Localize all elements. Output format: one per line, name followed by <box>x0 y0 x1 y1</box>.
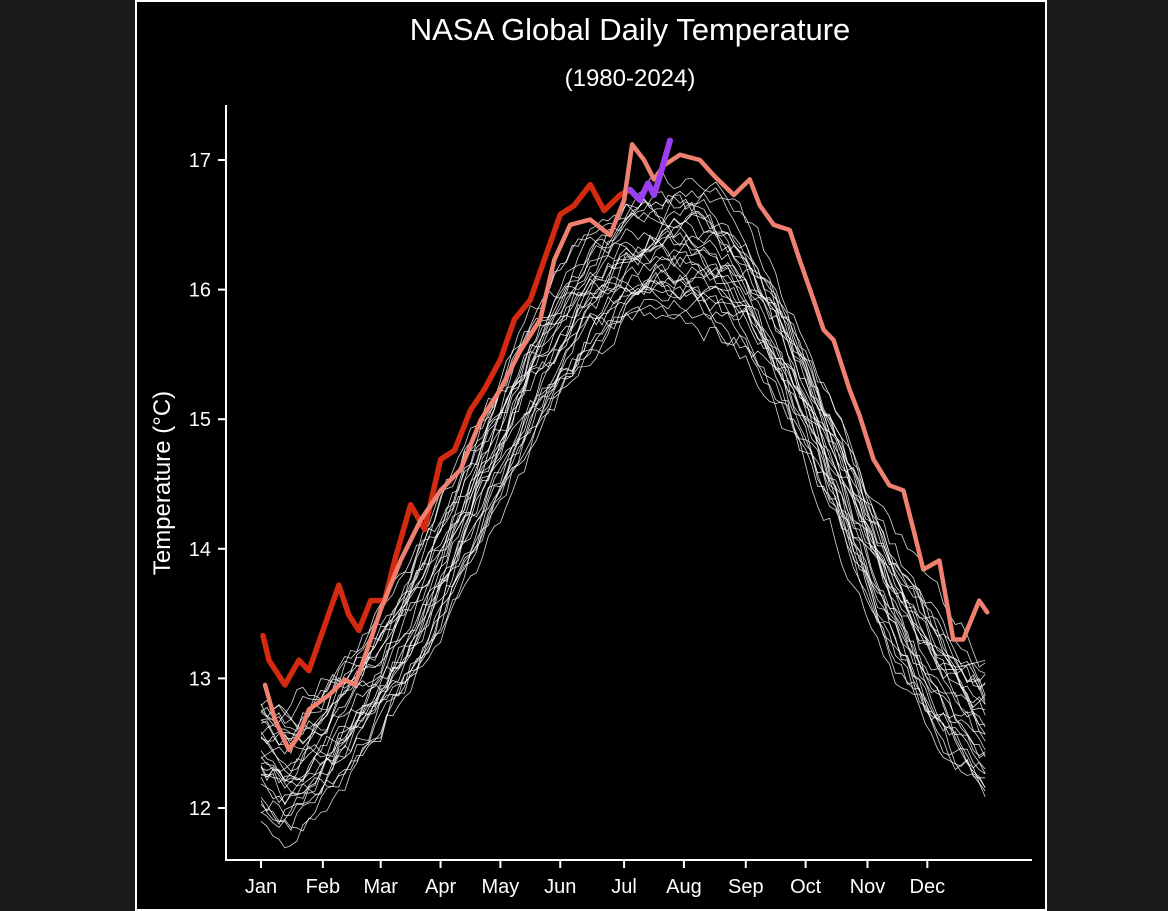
background-year-line <box>260 198 986 742</box>
background-year-line <box>260 201 986 736</box>
series-line-year-2023 <box>262 142 990 752</box>
chart-title: NASA Global Daily Temperature <box>410 12 851 47</box>
background-year-line <box>260 181 986 715</box>
x-tick-label: Nov <box>850 876 886 898</box>
background-year-line <box>260 241 986 784</box>
y-axis-ticks: 12 13 14 15 16 17 <box>189 150 226 820</box>
series-line-year-2024 <box>260 181 633 688</box>
x-tick-label: May <box>482 876 520 898</box>
x-tick-label: Apr <box>425 876 456 898</box>
y-tick-label: 15 <box>189 409 211 431</box>
x-tick-label: Jul <box>611 876 637 898</box>
y-tick-label: 14 <box>189 539 211 561</box>
background-year-line <box>260 191 986 729</box>
background-year-line <box>260 217 986 772</box>
background-year-line <box>260 281 986 832</box>
background-year-line <box>260 304 986 849</box>
background-year-line <box>260 233 986 782</box>
background-year-line <box>260 226 986 746</box>
background-year-line <box>260 306 986 822</box>
x-tick-label: Jun <box>544 876 576 898</box>
y-tick-label: 13 <box>189 668 211 690</box>
y-tick-label: 17 <box>189 150 211 172</box>
chart-subtitle: (1980-2024) <box>565 65 696 92</box>
background-year-line <box>260 271 986 804</box>
background-year-line <box>260 269 986 782</box>
x-tick-label: Jan <box>245 876 277 898</box>
x-tick-label: Dec <box>910 876 946 898</box>
background-year-line <box>260 286 986 817</box>
x-tick-label: Aug <box>666 876 702 898</box>
y-tick-label: 16 <box>189 280 211 302</box>
series-line-recent-2024 <box>627 137 673 204</box>
chart-panel <box>135 0 1047 911</box>
y-tick-label: 12 <box>189 798 211 820</box>
x-tick-label: Mar <box>363 876 398 898</box>
x-tick-label: Sep <box>728 876 764 898</box>
x-tick-label: Oct <box>790 876 822 898</box>
x-tick-label: Feb <box>306 876 340 898</box>
background-year-line <box>260 245 986 783</box>
plot-area <box>260 137 990 849</box>
y-axis-label: Temperature (°C) <box>149 391 176 575</box>
x-axis-ticks: Jan Feb Mar Apr May Jun Jul Aug Sep Oct Nov Dec <box>245 860 945 898</box>
